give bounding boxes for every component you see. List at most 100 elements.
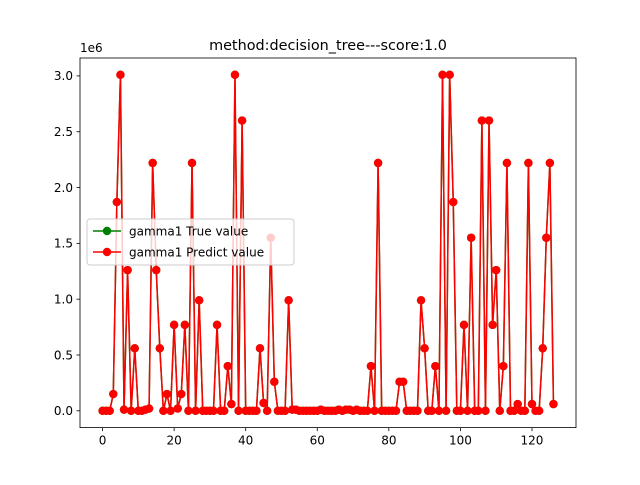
data-point xyxy=(499,361,508,371)
data-point xyxy=(441,406,451,415)
data-point xyxy=(474,406,483,415)
data-point xyxy=(449,197,458,207)
data-point xyxy=(434,406,444,415)
y-tick-label: 1.5 xyxy=(54,237,73,251)
legend-marker xyxy=(102,226,112,236)
data-point xyxy=(438,70,447,80)
data-point xyxy=(391,406,401,415)
data-point xyxy=(166,406,175,415)
data-point xyxy=(187,158,197,168)
data-point xyxy=(373,158,383,168)
data-point xyxy=(456,406,465,415)
data-point xyxy=(159,406,168,415)
data-point xyxy=(538,344,547,353)
data-point xyxy=(280,406,290,415)
legend: gamma1 True value gamma1 Predict value xyxy=(86,218,295,266)
data-point xyxy=(152,265,161,275)
data-point xyxy=(194,296,204,305)
y-offset-label: 1e6 xyxy=(80,41,103,55)
legend-marker xyxy=(102,247,112,257)
data-point xyxy=(262,406,272,415)
data-point xyxy=(488,320,497,330)
data-point xyxy=(177,389,186,399)
data-point xyxy=(126,406,136,415)
y-tick-label: 0.5 xyxy=(54,348,73,362)
data-point xyxy=(155,344,164,353)
data-point xyxy=(259,398,268,408)
data-point xyxy=(431,361,440,371)
legend-box xyxy=(86,218,295,266)
data-point xyxy=(416,296,426,305)
x-tick-label: 60 xyxy=(310,434,325,448)
data-point xyxy=(509,406,519,415)
series-predict-value xyxy=(98,70,558,415)
data-point xyxy=(527,399,537,409)
data-point xyxy=(549,399,558,409)
data-point xyxy=(234,406,243,415)
data-point xyxy=(123,265,132,275)
y-tick-label: 2.5 xyxy=(54,125,73,139)
axes-frame xyxy=(79,57,577,429)
data-point xyxy=(534,406,544,415)
data-point xyxy=(413,406,422,415)
data-point xyxy=(270,377,279,386)
data-point xyxy=(169,320,179,330)
data-point xyxy=(119,405,129,414)
data-point xyxy=(370,406,379,415)
data-point xyxy=(445,70,454,80)
data-point xyxy=(284,296,293,305)
series-layer xyxy=(98,70,558,415)
data-point xyxy=(502,158,512,168)
data-point xyxy=(255,344,265,353)
data-point xyxy=(220,406,229,415)
x-tick-label: 0 xyxy=(99,434,107,448)
data-point xyxy=(463,406,472,415)
data-point xyxy=(148,158,157,168)
data-point xyxy=(398,377,408,386)
data-point xyxy=(492,265,501,275)
chart-title: method:decision_tree---score:1.0 xyxy=(209,38,447,54)
data-point xyxy=(105,406,114,415)
data-point xyxy=(112,197,122,207)
data-point xyxy=(230,70,240,80)
data-point xyxy=(212,320,222,330)
data-point xyxy=(237,116,247,125)
data-point xyxy=(223,361,232,371)
data-point xyxy=(162,389,172,399)
data-point xyxy=(363,406,372,415)
x-tick-label: 40 xyxy=(238,434,253,448)
legend-item: gamma1 Predict value xyxy=(93,245,264,259)
y-tick-label: 3.0 xyxy=(54,69,73,83)
x-tick-label: 80 xyxy=(381,434,396,448)
data-point xyxy=(513,399,522,409)
data-point xyxy=(209,406,218,415)
data-point xyxy=(227,399,236,409)
y-tick-label: 1.0 xyxy=(54,292,73,306)
legend-item: gamma1 True value xyxy=(93,224,248,238)
data-point xyxy=(542,233,551,242)
data-point xyxy=(144,404,154,413)
x-tick-label: 120 xyxy=(521,434,544,448)
data-point xyxy=(427,406,436,415)
y-axis: 0.0 0.5 1.0 1.5 2.0 2.5 3.0 xyxy=(54,69,80,418)
y-tick-label: 2.0 xyxy=(54,181,73,195)
data-point xyxy=(109,389,118,399)
x-tick-label: 100 xyxy=(449,434,472,448)
data-point xyxy=(459,320,469,330)
data-point xyxy=(191,406,200,415)
y-tick-label: 0.0 xyxy=(54,404,73,418)
data-point xyxy=(252,406,261,415)
data-point xyxy=(130,344,139,353)
data-point xyxy=(481,406,490,415)
data-point xyxy=(477,116,487,125)
data-point xyxy=(366,361,376,371)
data-point xyxy=(173,404,182,413)
data-point xyxy=(180,320,190,330)
x-tick-label: 20 xyxy=(166,434,181,448)
x-axis: 0 20 40 60 80 100 120 xyxy=(99,427,544,448)
legend-label: gamma1 True value xyxy=(129,224,248,238)
data-point xyxy=(524,158,533,168)
data-point xyxy=(484,116,494,125)
